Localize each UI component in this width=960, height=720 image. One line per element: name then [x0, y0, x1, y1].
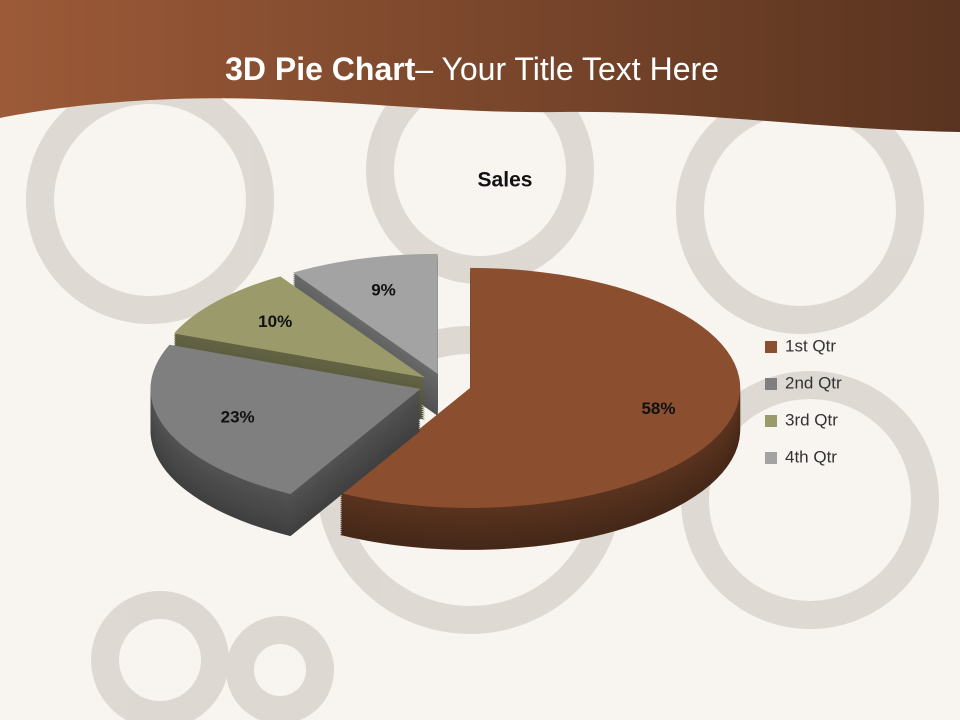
data-label: 58%: [641, 399, 675, 418]
slide-title-bold: 3D Pie Chart: [225, 51, 416, 87]
data-label: 9%: [371, 280, 396, 299]
legend-label: 4th Qtr: [785, 447, 837, 466]
pie-slice: [340, 267, 741, 550]
header-band: [0, 0, 960, 132]
slice-top: [173, 276, 425, 378]
slice-top: [150, 344, 421, 495]
legend-label: 2nd Qtr: [785, 373, 842, 392]
legend-label: 3rd Qtr: [785, 410, 838, 429]
slice-top: [293, 253, 438, 374]
legend-swatch: [765, 452, 777, 464]
pie-slice: [150, 344, 421, 537]
legend-swatch: [765, 341, 777, 353]
legend-label: 1st Qtr: [785, 336, 836, 355]
data-label: 10%: [258, 312, 292, 331]
data-label: 23%: [221, 408, 255, 427]
slide-title-rest: – Your Title Text Here: [415, 51, 719, 87]
legend-swatch: [765, 378, 777, 390]
chart-title: Sales: [478, 169, 533, 192]
slice-top: [340, 267, 741, 508]
legend-swatch: [765, 415, 777, 427]
slide-title: 3D Pie Chart– Your Title Text Here: [225, 51, 719, 87]
